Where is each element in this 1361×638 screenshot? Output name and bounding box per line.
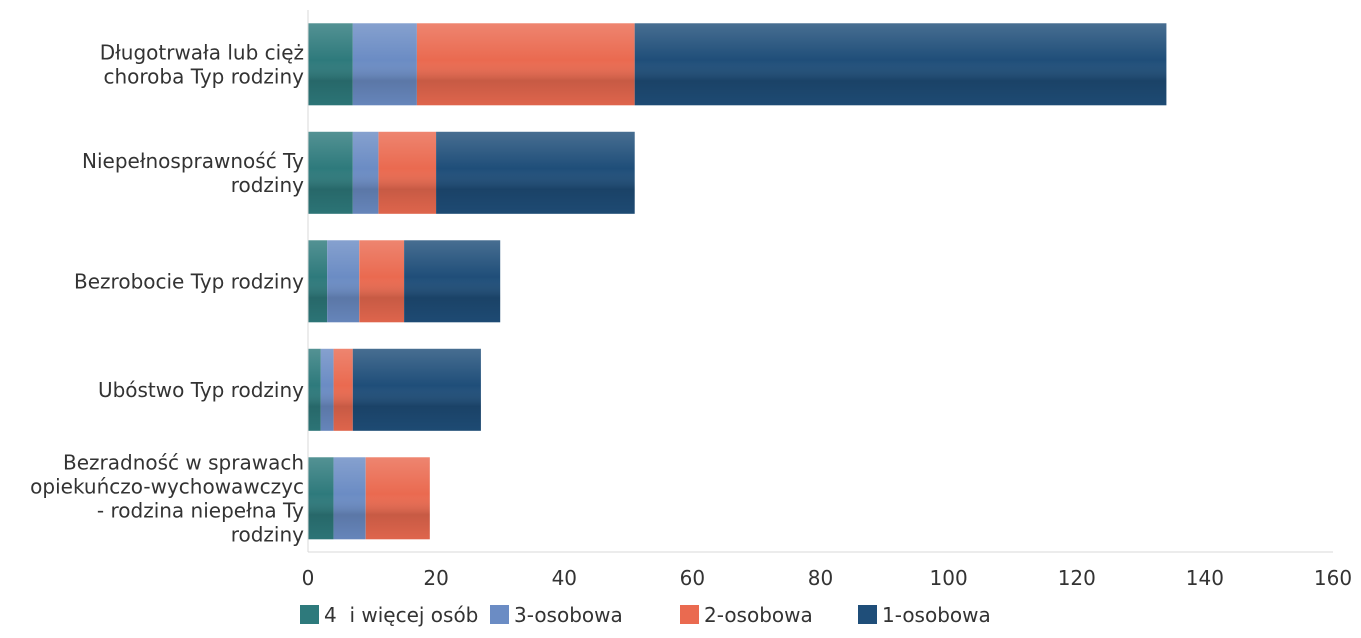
legend-label: 1-osobowa	[882, 603, 991, 627]
legend-swatch	[300, 605, 319, 624]
category-label: Bezrobocie Typ rodziny	[74, 269, 304, 293]
legend-label: 2-osobowa	[704, 603, 813, 627]
bar-shading	[333, 348, 353, 431]
category-label: Ubóstwo Typ rodziny	[98, 378, 304, 402]
category-label: Długotrwała lub cięż choroba Typ rodziny	[100, 40, 304, 88]
legend: 4 i więcej osób 3-osobowa 2-osobowa 1-osobo…	[300, 603, 991, 627]
bar-shading	[365, 457, 430, 540]
bar-shading	[634, 23, 1167, 106]
x-tick-label: 60	[680, 566, 705, 590]
x-tick-label: 40	[552, 566, 577, 590]
bar-shading	[436, 131, 635, 214]
bar-shading	[308, 457, 334, 540]
bar-shading	[416, 23, 635, 106]
bar-shading	[359, 240, 405, 323]
bar-shading	[308, 240, 328, 323]
category-label: Niepełnosprawność Ty rodziny	[82, 149, 304, 197]
bar-shading	[320, 348, 334, 431]
category-label: Bezradność w sprawach opiekuńczo-wychowaw…	[30, 450, 304, 546]
legend-swatch	[490, 605, 509, 624]
x-tick-label: 160	[1314, 566, 1352, 590]
bar-shading	[308, 23, 353, 106]
bar-shading	[308, 131, 353, 214]
x-tick-label: 120	[1058, 566, 1096, 590]
category-labels: Długotrwała lub cięż choroba Typ rodziny N…	[30, 40, 304, 546]
x-axis: 0 20 40 60 80 100 120 140 160	[302, 10, 1352, 590]
bar-shading	[327, 240, 360, 323]
x-tick-label: 80	[808, 566, 833, 590]
bar-shading	[333, 457, 366, 540]
legend-swatch	[858, 605, 877, 624]
x-tick-label: 100	[930, 566, 968, 590]
x-tick-label: 140	[1186, 566, 1224, 590]
bar-shading	[352, 131, 379, 214]
bar-shading	[352, 23, 417, 106]
bar-shading	[378, 131, 437, 214]
legend-swatch	[680, 605, 699, 624]
x-tick-label: 0	[302, 566, 315, 590]
legend-label: 4 i więcej osób	[324, 603, 478, 627]
bar-shading	[404, 240, 501, 323]
bars-layer	[308, 23, 1167, 540]
bar-shading	[308, 348, 321, 431]
x-tick-label: 20	[423, 566, 448, 590]
bar-shading	[352, 348, 481, 431]
legend-label: 3-osobowa	[514, 603, 623, 627]
